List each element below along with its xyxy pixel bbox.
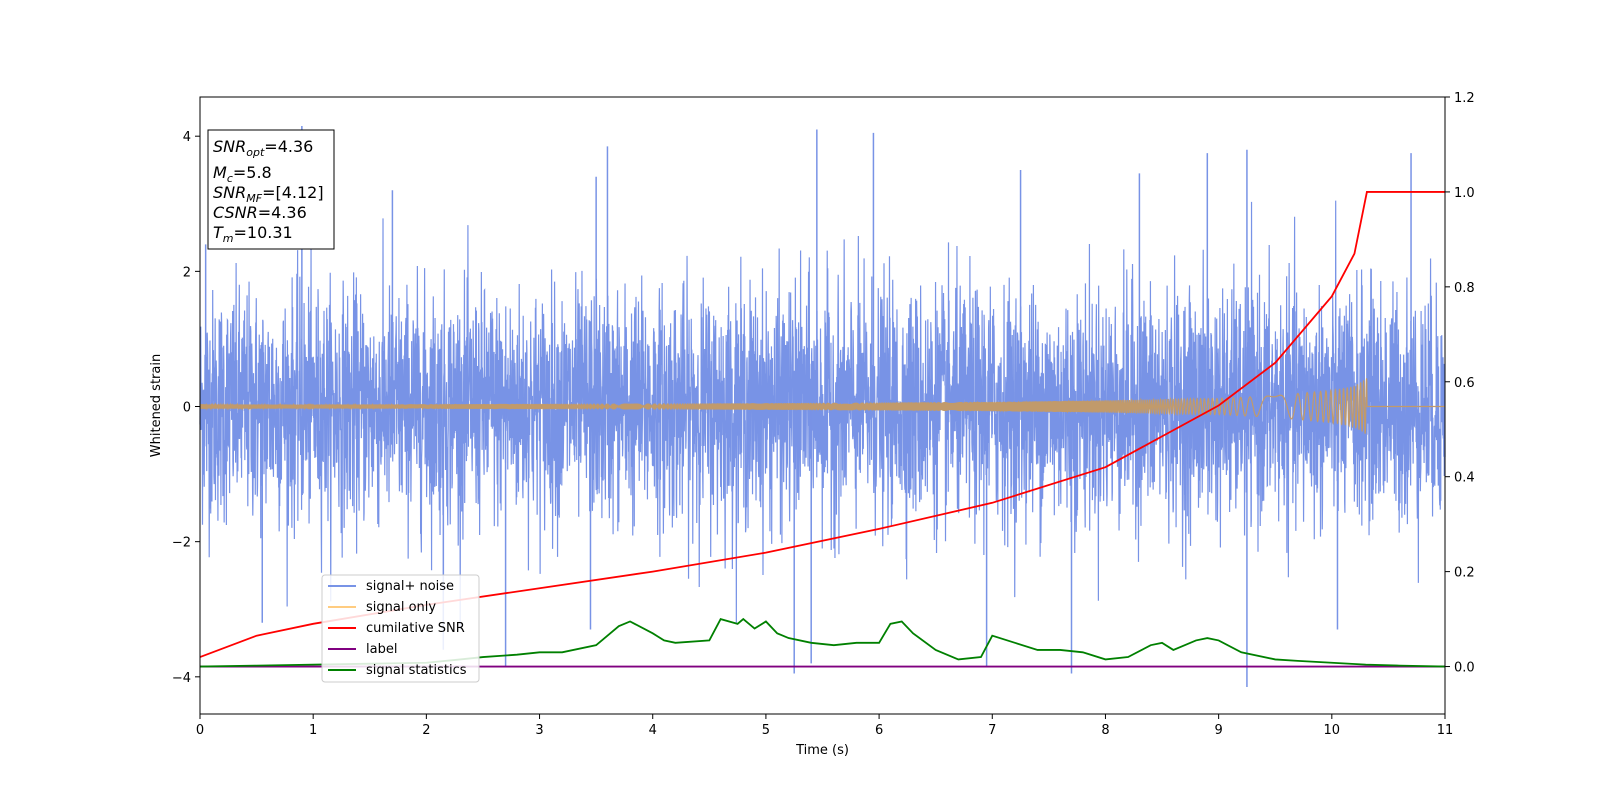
legend: signal+ noise signal only cumilative SNR… (321, 574, 480, 683)
y-tick-label: −2 (172, 536, 191, 551)
axes-frame (199, 96, 1446, 715)
axes: 0 1 2 3 4 5 6 7 8 9 10 11 −4 −2 0 2 4 0.0 0.2 0.4 0.6 0.8 1.0 1… (172, 91, 1475, 738)
y2-tick-label: 0.0 (1454, 661, 1475, 676)
info-tm-value: =10.31 (234, 223, 293, 242)
legend-item-label: label (328, 642, 397, 657)
y2-tick-label: 0.4 (1454, 471, 1475, 486)
svg-text:cumilative SNR: cumilative SNR (366, 621, 465, 636)
svg-text:signal statistics: signal statistics (366, 663, 467, 678)
y2-tick-label: 1.2 (1454, 91, 1475, 106)
x-tick-label: 9 (1214, 723, 1222, 738)
info-box: SNRopt=4.36 Mc=5.8 SNRMF=[4.12] CSNR=4.3… (207, 129, 335, 250)
legend-item-signal-only: signal only (328, 600, 436, 615)
svg-text:signal+ noise: signal+ noise (366, 579, 454, 594)
x-tick-label: 3 (535, 723, 543, 738)
info-mc-value: =5.8 (233, 163, 272, 182)
info-snr-mf-value: =[4.12] (262, 183, 324, 202)
info-tm: Tm=10.31 (213, 223, 293, 245)
svg-text:label: label (366, 642, 397, 657)
y2-tick-label: 0.8 (1454, 281, 1475, 296)
x-tick-label: 11 (1437, 723, 1454, 738)
info-csnr: CSNR=4.36 (213, 203, 307, 222)
x-tick-label: 8 (1101, 723, 1109, 738)
x-tick-label: 1 (309, 723, 317, 738)
info-mc: Mc=5.8 (213, 163, 272, 185)
y-tick-label: −4 (172, 671, 191, 686)
info-snr-mf: SNRMF=[4.12] (213, 183, 324, 205)
y-axis-label: Whitened strain (149, 354, 164, 457)
y-tick-label: 4 (183, 130, 191, 145)
x-tick-label: 10 (1324, 723, 1341, 738)
legend-item-signal-noise: signal+ noise (328, 579, 454, 594)
x-tick-label: 4 (649, 723, 657, 738)
x-tick-label: 6 (875, 723, 883, 738)
x-tick-label: 5 (762, 723, 770, 738)
series-signal-only-line (199, 378, 1445, 434)
x-tick-label: 0 (196, 723, 204, 738)
legend-item-cumulative-snr: cumilative SNR (328, 621, 465, 636)
series-signal-statistics-line (199, 617, 1446, 668)
y2-tick-label: 1.0 (1454, 186, 1475, 201)
info-snr-opt: SNRopt=4.36 (213, 137, 313, 159)
info-box-frame (207, 129, 335, 250)
info-snr-opt-value: =4.36 (264, 137, 313, 156)
series-signal-noise-line (199, 200, 1446, 630)
y-tick-label: 0 (183, 401, 191, 416)
legend-item-signal-statistics: signal statistics (328, 663, 467, 678)
y2-tick-label: 0.2 (1454, 566, 1475, 581)
x-tick-label: 2 (422, 723, 430, 738)
y-tick-label: 2 (183, 265, 191, 280)
info-csnr-value: =4.36 (258, 203, 307, 222)
plot-area (199, 126, 1446, 687)
x-tick-label: 7 (988, 723, 996, 738)
legend-frame (321, 574, 480, 683)
y2-tick-label: 0.6 (1454, 376, 1475, 391)
svg-text:signal only: signal only (366, 600, 436, 615)
x-axis-label: Time (s) (795, 743, 849, 758)
